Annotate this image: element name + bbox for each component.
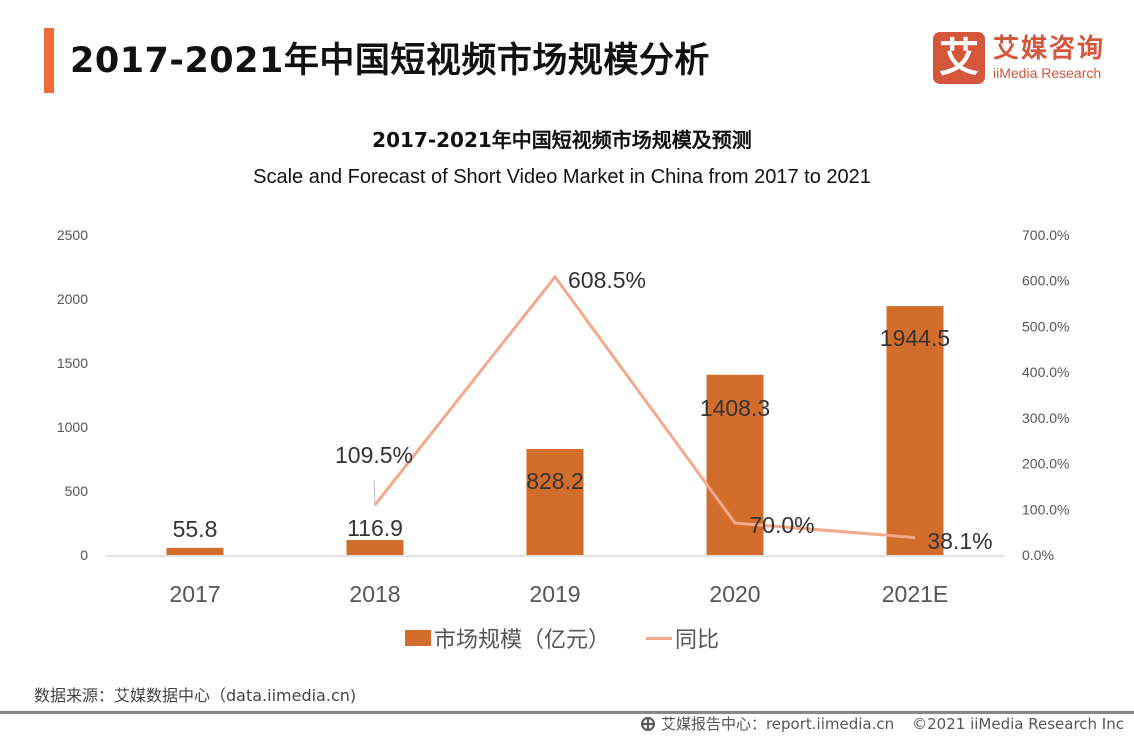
footer-report: 艾媒报告中心：report.iimedia.cn: [660, 715, 895, 733]
y-left-tick-label: 2000: [57, 291, 88, 307]
y-right-tick-label: 500.0%: [1022, 318, 1069, 334]
yoy-value-label: 38.1%: [927, 528, 992, 554]
y-right-tick-label: 0.0%: [1022, 547, 1054, 563]
y-left-tick-label: 1000: [57, 419, 88, 435]
yoy-value-label: 608.5%: [568, 267, 646, 293]
legend: 市场规模（亿元） 同比: [405, 622, 719, 654]
logo-cn: 艾媒咨询: [993, 34, 1106, 64]
iimedia-logo: 艾 艾媒咨询 iiMedia Research: [933, 32, 1105, 84]
bar-2018: [346, 540, 404, 555]
y-right-tick-label: 600.0%: [1022, 273, 1069, 289]
chart-title: 2017-2021年中国短视频市场规模及预测: [372, 128, 752, 152]
bar-value-label: 828.2: [526, 468, 584, 494]
x-tick-label: 2021E: [882, 581, 949, 607]
logo-en: iiMedia Research: [993, 65, 1102, 81]
y-right-tick-label: 700.0%: [1022, 227, 1069, 243]
y-left-tick-label: 500: [65, 483, 89, 499]
bar-value-label: 55.8: [173, 516, 218, 542]
y-right-tick-label: 400.0%: [1022, 364, 1069, 380]
legend-bar-label: 市场规模（亿元）: [434, 628, 611, 653]
bar-2017: [166, 547, 224, 555]
footer: 艾媒报告中心：report.iimedia.cn ©2021 iiMedia R…: [640, 713, 1124, 734]
page-title: 2017-2021年中国短视频市场规模分析: [70, 41, 710, 81]
title-accent-bar: [44, 28, 54, 93]
bar-2019: [526, 448, 584, 555]
logo-text: 艾媒咨询 iiMedia Research: [993, 34, 1105, 82]
bar-value-label: 116.9: [347, 515, 403, 541]
data-source: 数据来源：艾媒数据中心（data.iimedia.cn): [34, 686, 357, 705]
chart-subtitle: Scale and Forecast of Short Video Market…: [253, 166, 871, 188]
label-leader-line: [373, 479, 376, 507]
x-tick-label: 2020: [709, 581, 760, 607]
y-left-tick-label: 0: [80, 547, 88, 563]
x-tick-label: 2017: [169, 581, 220, 607]
globe-icon: [640, 716, 655, 731]
y-right-tick-label: 200.0%: [1022, 456, 1069, 472]
legend-bar-swatch: [405, 630, 431, 646]
yoy-line: [373, 274, 916, 540]
bar-value-label: 1944.5: [880, 325, 950, 351]
footer-copyright: ©2021 iiMedia Research Inc: [912, 714, 1124, 733]
yoy-value-label: 109.5%: [335, 442, 413, 468]
y-right-tick-label: 300.0%: [1022, 410, 1069, 426]
iimedia-logo-icon: 艾: [933, 32, 985, 84]
legend-line-swatch: [646, 636, 673, 640]
y-right-tick-label: 100.0%: [1022, 501, 1069, 517]
legend-line-label: 同比: [675, 628, 720, 653]
y-left-tick-label: 1500: [57, 355, 88, 371]
yoy-value-label: 70.0%: [749, 512, 814, 538]
bar-2021E: [886, 306, 944, 555]
x-tick-label: 2019: [529, 581, 580, 607]
x-tick-label: 2018: [349, 581, 400, 607]
y-left-tick-label: 2500: [57, 227, 88, 243]
bar-value-label: 1408.3: [700, 395, 770, 421]
footer-divider: [0, 711, 1134, 714]
